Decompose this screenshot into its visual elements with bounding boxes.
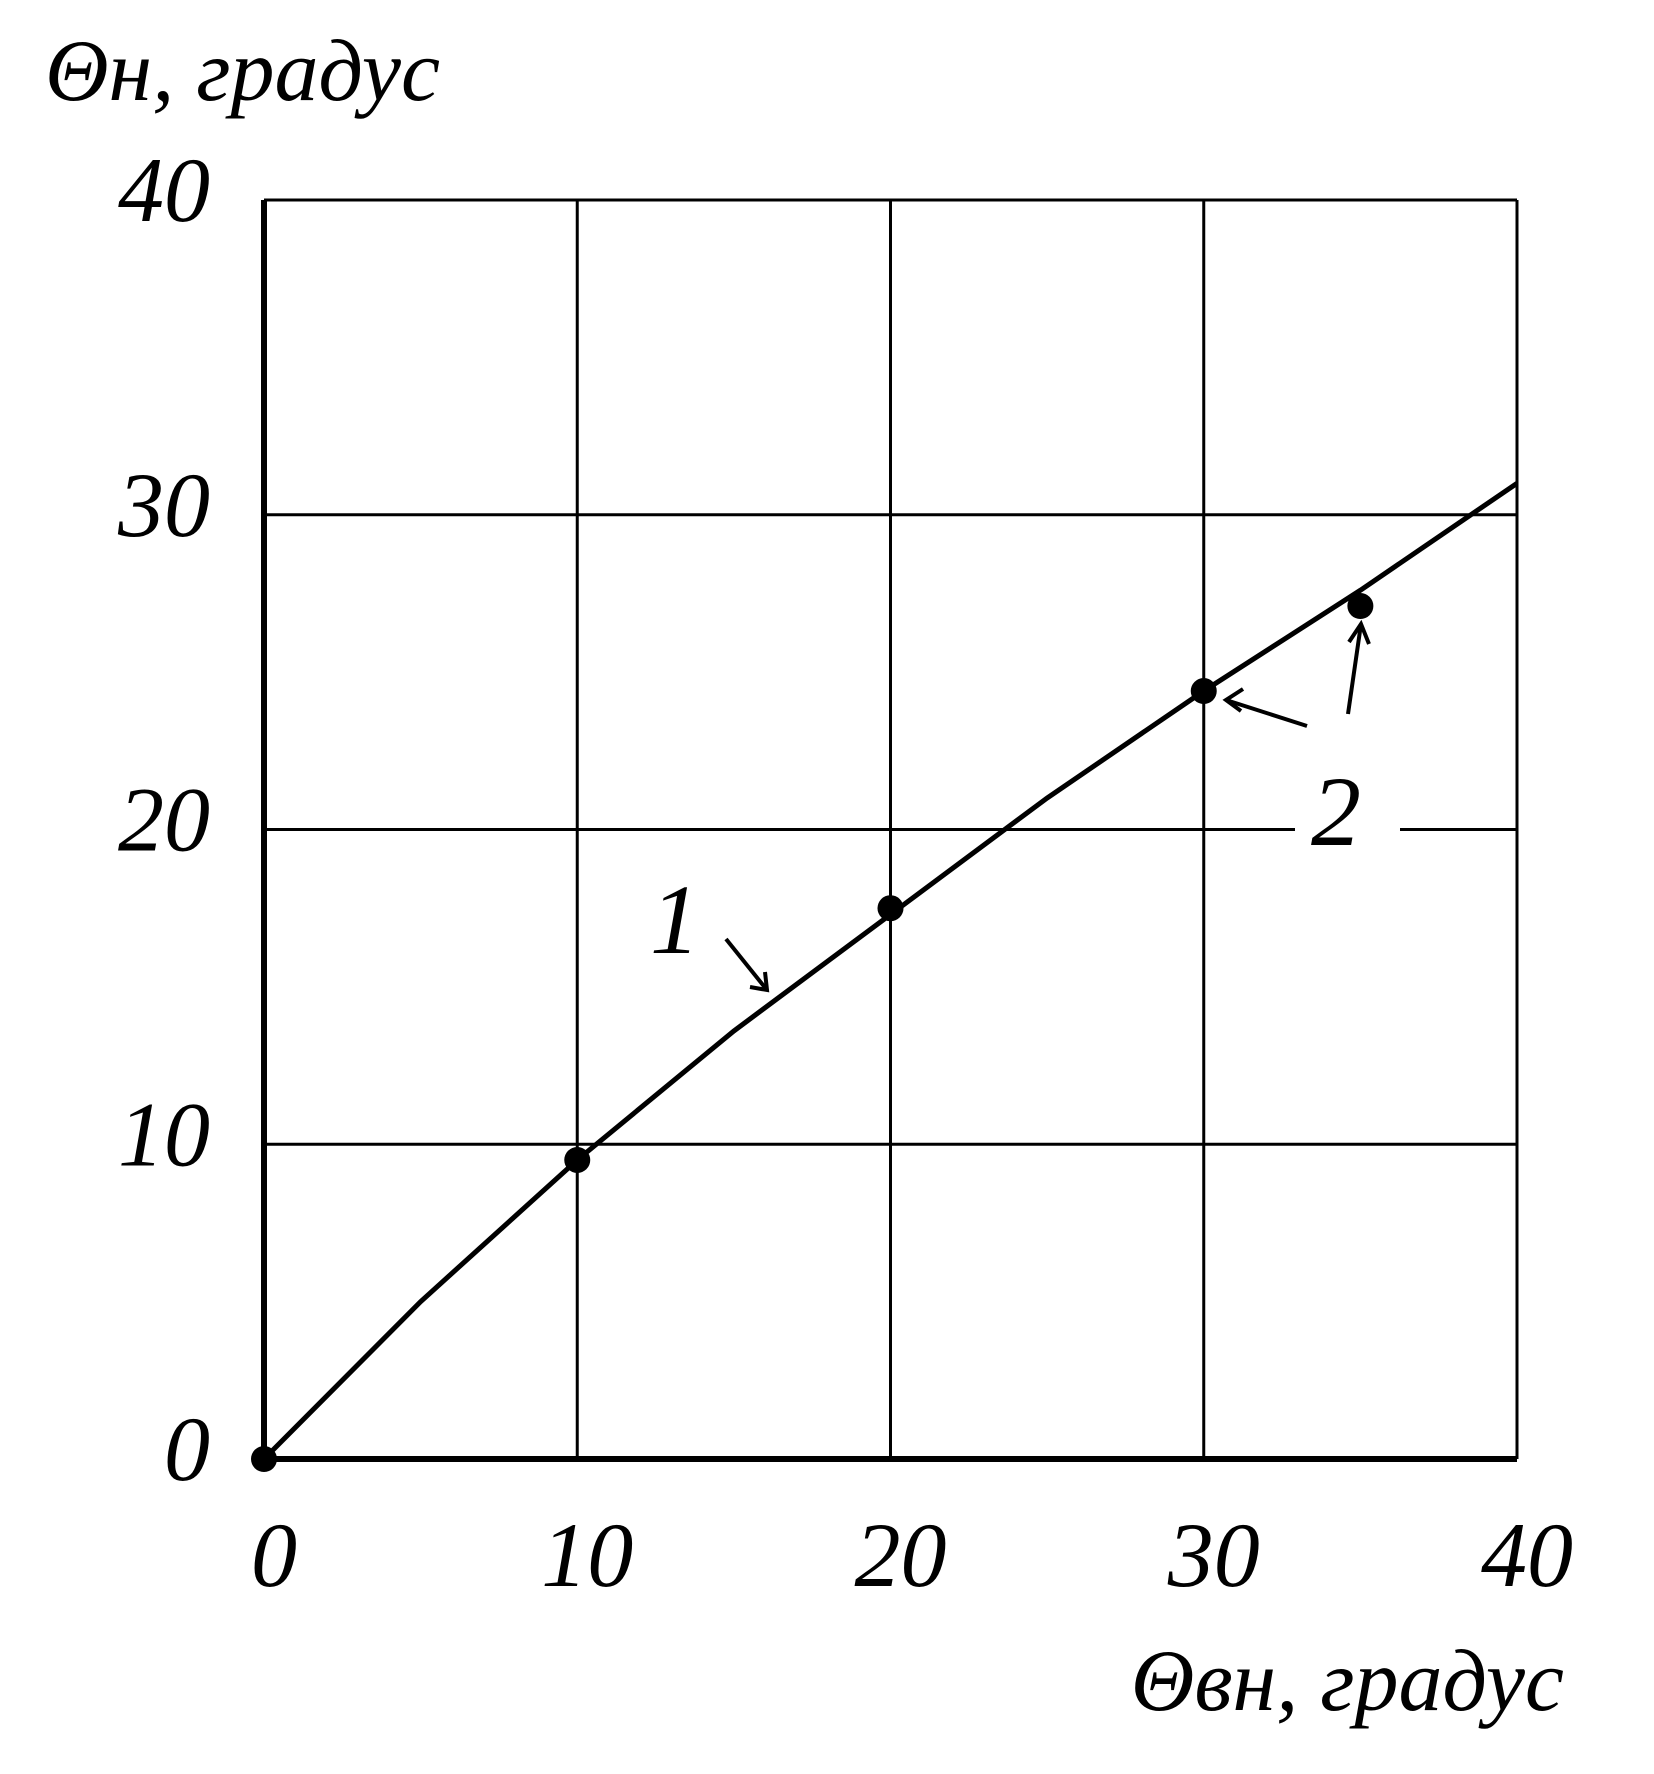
y-tick-label: 20 xyxy=(118,769,210,871)
label-background xyxy=(1295,770,1400,870)
annotation: 1 xyxy=(650,864,700,975)
annotation-arrows xyxy=(724,619,1371,993)
x-tick-label: 10 xyxy=(541,1504,633,1606)
y-axis-label: Θн, градус xyxy=(45,23,440,120)
y-tick-label: 0 xyxy=(164,1398,210,1500)
x-tick-label: 40 xyxy=(1481,1504,1573,1606)
x-axis-label: Θвн, градус xyxy=(1131,1633,1564,1730)
arrow xyxy=(1346,623,1363,715)
arrow-head xyxy=(749,971,770,993)
y-tick-label: 10 xyxy=(118,1083,210,1185)
data-point xyxy=(564,1146,591,1173)
x-tick-label: 0 xyxy=(251,1504,297,1606)
data-point xyxy=(877,895,904,922)
x-tick-label: 30 xyxy=(1167,1504,1260,1606)
annotation: 2 xyxy=(1311,756,1361,867)
arrow xyxy=(724,937,769,992)
y-tick-label: 30 xyxy=(117,454,210,556)
y-tick-label: 40 xyxy=(118,139,210,241)
arrow-head xyxy=(1222,687,1245,713)
data-point xyxy=(1190,678,1217,705)
arrow xyxy=(1225,698,1308,728)
data-point xyxy=(1347,593,1374,620)
data-point xyxy=(251,1446,277,1472)
x-tick-label: 20 xyxy=(855,1504,947,1606)
arrow-head xyxy=(1347,619,1371,645)
